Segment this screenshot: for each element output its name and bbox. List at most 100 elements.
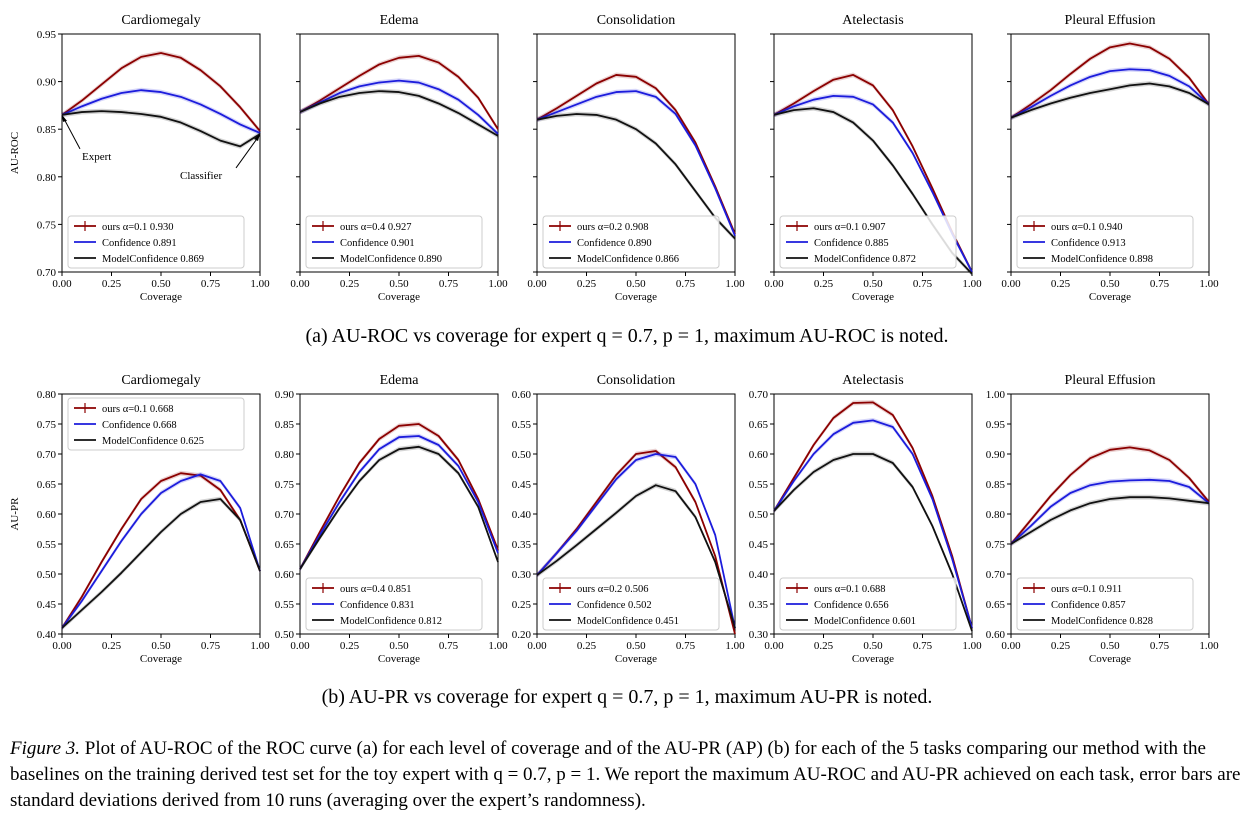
y-tick-label: 0.30 bbox=[749, 629, 769, 641]
series-line-ours bbox=[1010, 446, 1210, 545]
chart-title: Cardiomegaly bbox=[121, 373, 200, 388]
series-line-confidence bbox=[773, 419, 973, 629]
series-band-confidence bbox=[1011, 477, 1209, 547]
caption-b: (b) AU-PR vs coverage for expert q = 0.7… bbox=[321, 686, 933, 708]
x-tick-label: 0.75 bbox=[913, 640, 933, 652]
y-tick-label: 0.70 bbox=[275, 509, 295, 521]
x-tick-label: 0.75 bbox=[913, 278, 933, 290]
x-tick-label: 1.00 bbox=[250, 640, 270, 652]
series-line-ours bbox=[1010, 42, 1210, 119]
legend-entry: Confidence 0.502 bbox=[577, 600, 652, 611]
x-tick-label: 0.50 bbox=[626, 640, 646, 652]
x-tick-label: 0.00 bbox=[1001, 278, 1021, 290]
series-line-ours bbox=[299, 423, 499, 570]
x-tick-label: 0.50 bbox=[151, 278, 171, 290]
x-tick-label: 0.50 bbox=[626, 278, 646, 290]
series-line-model bbox=[61, 110, 261, 148]
annotation-arrowhead bbox=[254, 133, 260, 141]
y-tick-label: 0.55 bbox=[37, 539, 57, 551]
y-tick-label: 0.60 bbox=[986, 629, 1006, 641]
x-tick-label: 0.25 bbox=[577, 640, 597, 652]
series-band-confidence bbox=[1011, 66, 1209, 121]
x-tick-label: 1.00 bbox=[250, 278, 270, 290]
x-tick-label: 0.50 bbox=[389, 640, 409, 652]
chart-title: Edema bbox=[380, 13, 420, 28]
y-tick-label: 0.80 bbox=[986, 509, 1006, 521]
y-tick-label: 0.85 bbox=[37, 124, 57, 136]
y-tick-label: 0.80 bbox=[37, 172, 57, 184]
annotation-label: Classifier bbox=[180, 170, 222, 182]
legend-entry: ours α=0.2 0.506 bbox=[577, 584, 649, 595]
y-tick-label: 0.90 bbox=[37, 77, 57, 89]
figure-canvas: Cardiomegaly 0.00 0.25 0.50 0.75 1.00 Coverage… bbox=[9, 13, 1219, 665]
y-tick-label: 0.95 bbox=[37, 29, 57, 41]
series-band-ours bbox=[1011, 445, 1209, 547]
series-line-model bbox=[536, 484, 736, 629]
x-tick-label: 0.25 bbox=[1051, 278, 1071, 290]
chart-panel-1: Cardiomegaly 0.00 0.25 0.50 0.75 1.00 Coverage… bbox=[9, 13, 270, 303]
x-tick-label: 0.75 bbox=[1150, 640, 1170, 652]
x-axis-label: Coverage bbox=[1089, 653, 1131, 665]
x-tick-label: 0.25 bbox=[340, 640, 360, 652]
legend-box bbox=[1016, 215, 1194, 269]
y-tick-label: 0.55 bbox=[749, 479, 769, 491]
y-tick-label: 0.80 bbox=[275, 449, 295, 461]
y-tick-label: 0.60 bbox=[275, 569, 295, 581]
figure-caption: Figure 3. Plot of AU-ROC of the ROC curv… bbox=[10, 736, 1246, 814]
series-line-ours bbox=[536, 74, 736, 235]
y-tick-label: 0.30 bbox=[512, 569, 532, 581]
series-line-confidence bbox=[1010, 478, 1210, 545]
series-line-confidence bbox=[773, 94, 973, 273]
chart-title: Atelectasis bbox=[842, 13, 903, 28]
x-axis-label: Coverage bbox=[378, 653, 420, 665]
legend-box bbox=[542, 215, 720, 269]
series-line-ours bbox=[61, 52, 261, 132]
chart-panel-5: Pleural Effusion 0.00 0.25 0.50 0.75 1.00 Cove… bbox=[1001, 13, 1219, 303]
y-tick-label: 0.45 bbox=[749, 539, 769, 551]
series-band-model bbox=[62, 496, 260, 631]
x-axis-label: Coverage bbox=[615, 653, 657, 665]
y-tick-label: 0.40 bbox=[749, 569, 769, 581]
chart-title: Pleural Effusion bbox=[1064, 373, 1155, 388]
y-tick-label: 0.50 bbox=[749, 509, 769, 521]
y-tick-label: 0.40 bbox=[37, 629, 57, 641]
chart-panel-3: Consolidation 0.00 0.25 0.50 0.75 1.00 Coverag… bbox=[527, 13, 745, 303]
legend-entry: Confidence 0.885 bbox=[814, 238, 889, 249]
legend-entry: ours α=0.1 0.930 bbox=[102, 222, 174, 233]
annotation-arrow bbox=[62, 116, 81, 150]
y-tick-label: 0.75 bbox=[37, 219, 57, 231]
series-line-confidence bbox=[299, 79, 499, 135]
legend-entry: ModelConfidence 0.828 bbox=[1051, 616, 1153, 627]
legend-entry: Confidence 0.913 bbox=[1051, 238, 1126, 249]
chart-title: Consolidation bbox=[597, 13, 676, 28]
series-line-confidence bbox=[1010, 68, 1210, 119]
x-tick-label: 0.25 bbox=[102, 278, 122, 290]
legend-entry: Confidence 0.857 bbox=[1051, 600, 1126, 611]
legend-box bbox=[67, 397, 245, 451]
x-tick-label: 0.25 bbox=[340, 278, 360, 290]
x-tick-label: 1.00 bbox=[962, 278, 982, 290]
y-tick-label: 0.70 bbox=[37, 449, 57, 461]
chart-title: Cardiomegaly bbox=[121, 13, 200, 28]
y-tick-label: 0.85 bbox=[275, 419, 295, 431]
y-tick-label: 0.60 bbox=[749, 449, 769, 461]
legend-entry: ours α=0.4 0.927 bbox=[340, 222, 412, 233]
y-tick-label: 0.85 bbox=[986, 479, 1006, 491]
legend-box bbox=[305, 215, 483, 269]
series-line-confidence bbox=[61, 89, 261, 134]
x-tick-label: 0.00 bbox=[527, 640, 547, 652]
series-line-model bbox=[1010, 496, 1210, 545]
legend-entry: ModelConfidence 0.890 bbox=[340, 254, 442, 265]
x-tick-label: 1.00 bbox=[725, 278, 745, 290]
legend-entry: ModelConfidence 0.812 bbox=[340, 616, 442, 627]
y-tick-label: 0.60 bbox=[37, 509, 57, 521]
y-tick-label: 0.90 bbox=[986, 449, 1006, 461]
annotation-arrow bbox=[235, 135, 260, 169]
caption-a: (a) AU-ROC vs coverage for expert q = 0.… bbox=[305, 325, 949, 347]
series-line-model bbox=[299, 90, 499, 137]
x-tick-label: 0.75 bbox=[439, 640, 459, 652]
x-axis-label: Coverage bbox=[852, 291, 894, 303]
series-line-confidence bbox=[61, 473, 261, 629]
y-tick-label: 0.65 bbox=[749, 419, 769, 431]
chart-title: Pleural Effusion bbox=[1064, 13, 1155, 28]
